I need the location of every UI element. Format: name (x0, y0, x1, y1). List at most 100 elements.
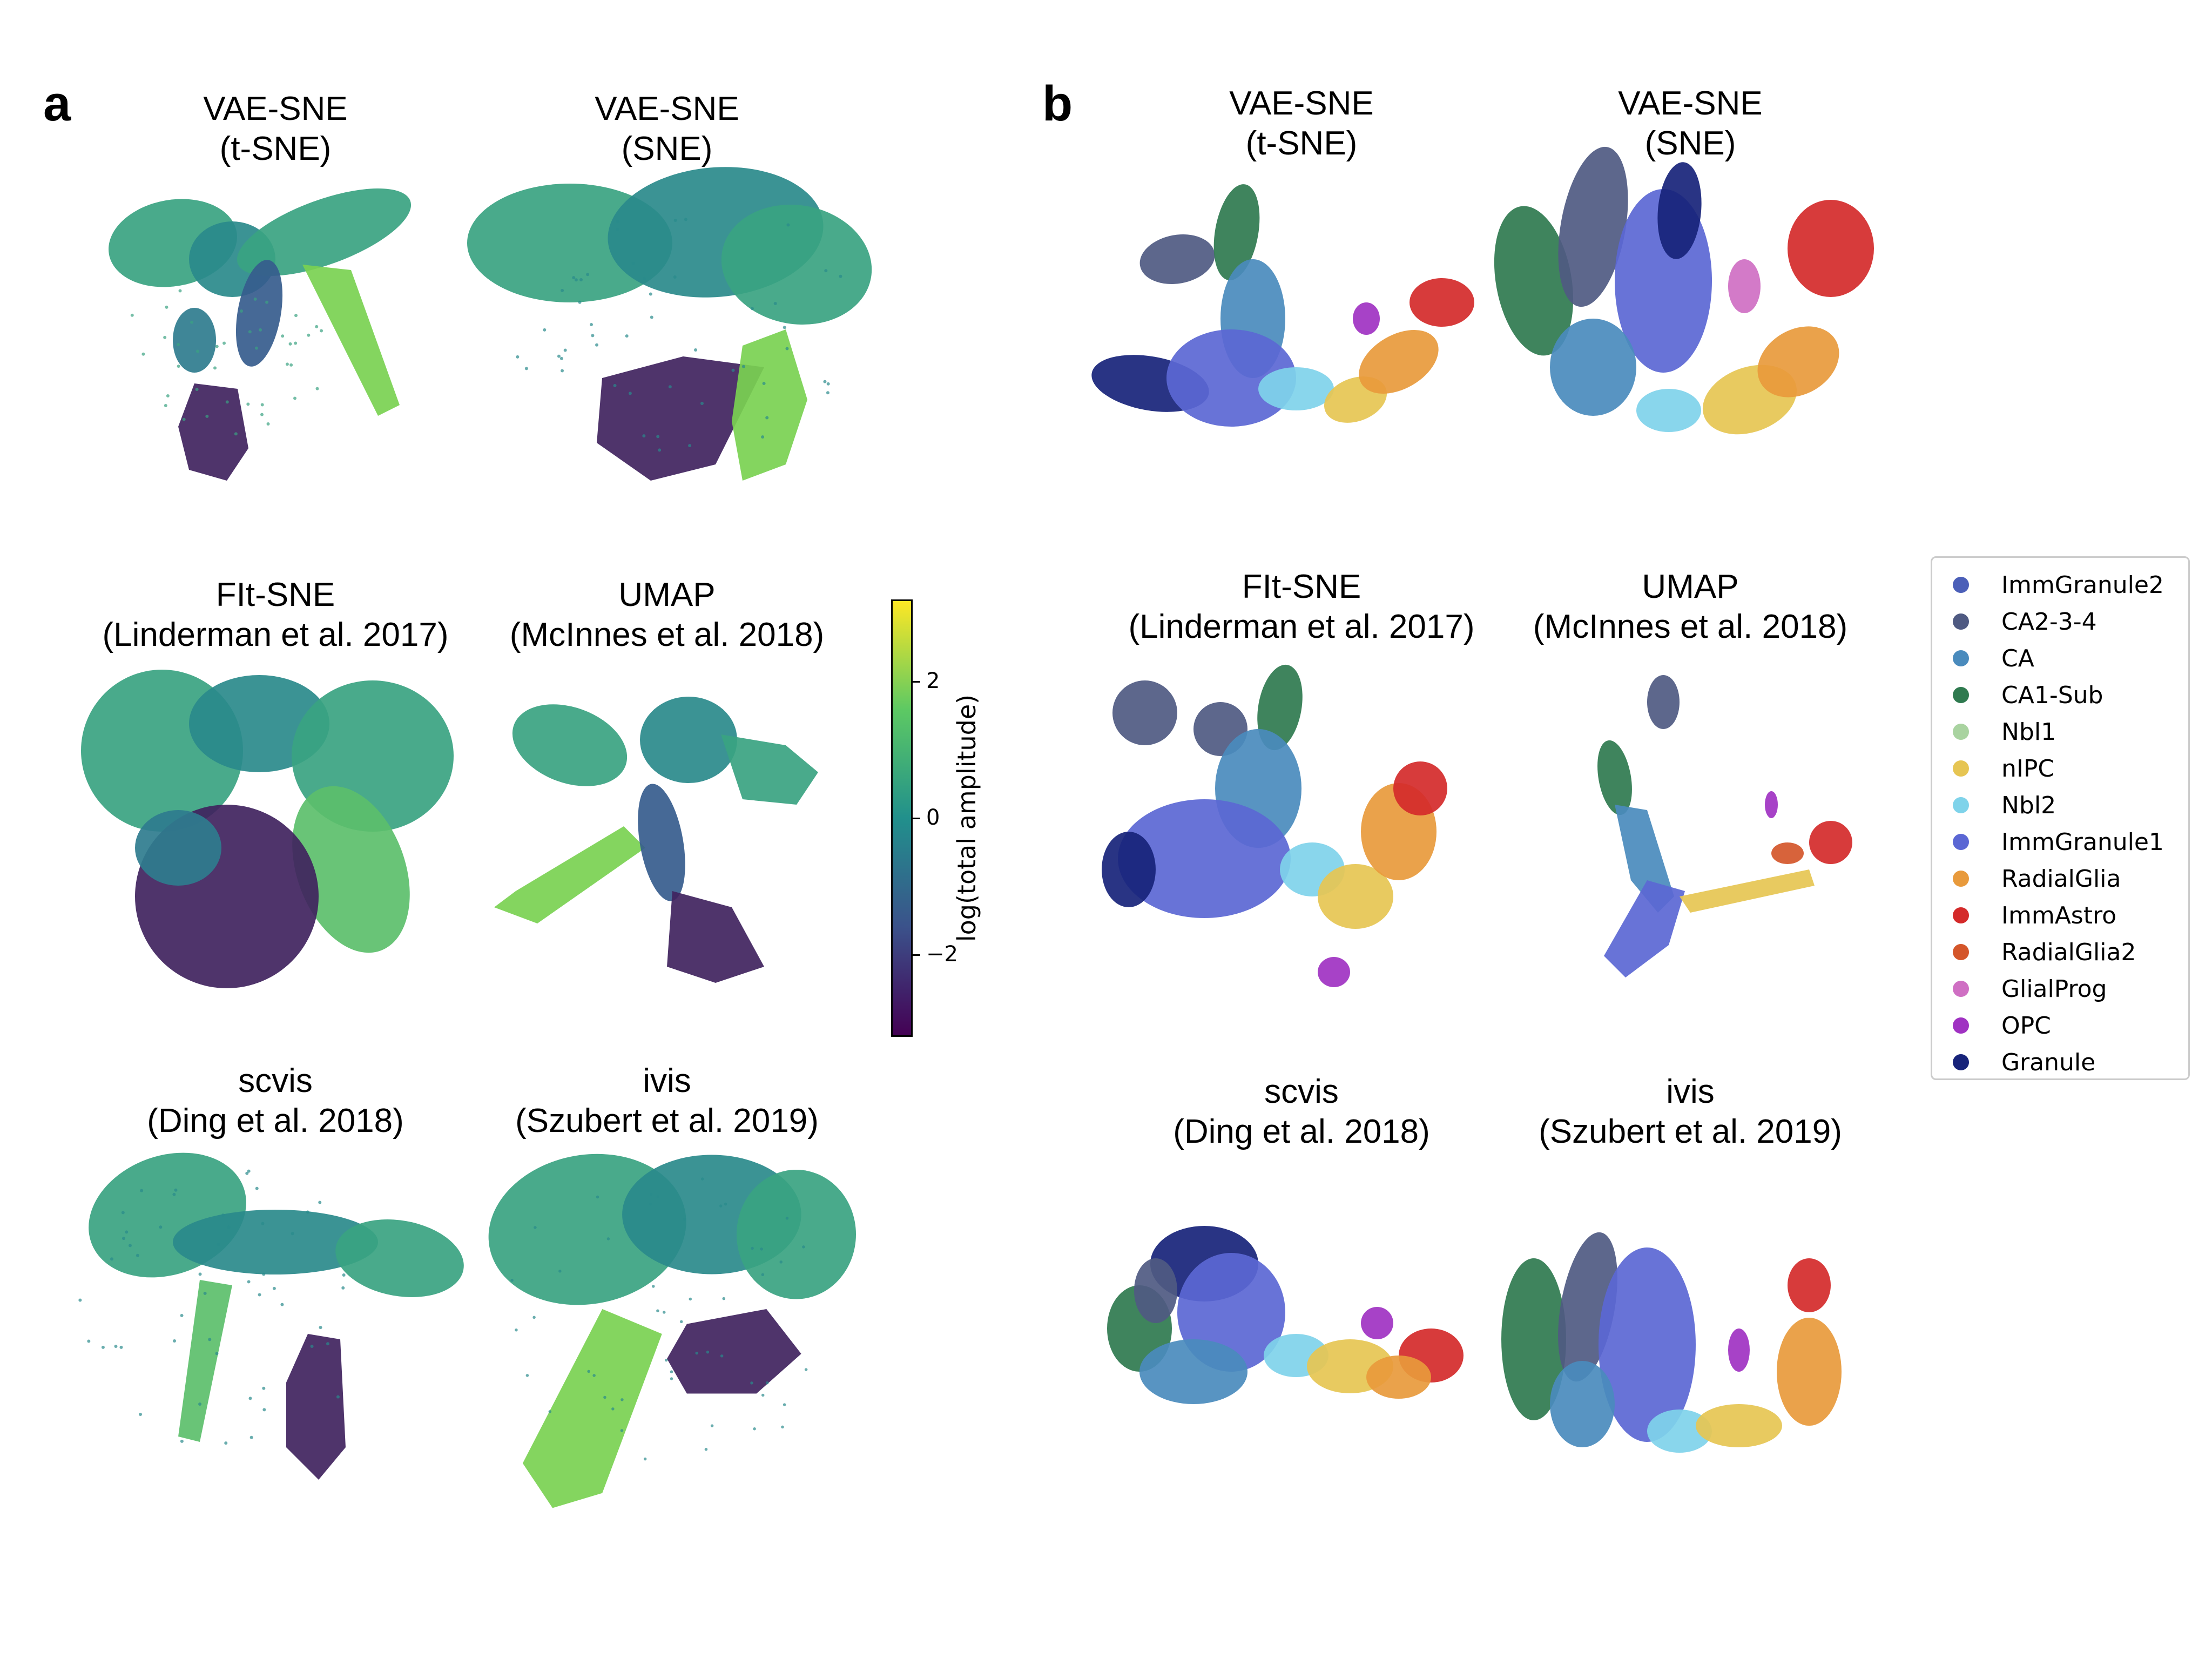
scatter-point (753, 1427, 756, 1431)
scatter-point (720, 1354, 724, 1358)
cluster-points (1647, 1410, 1712, 1453)
scatter-point (557, 354, 561, 358)
scatter-point (572, 276, 576, 280)
a-title-vaesne-tsne: VAE-SNE (t-SNE) (203, 90, 348, 167)
a-plot-umap (462, 664, 872, 1042)
b-title-umap: UMAP (McInnes et al. 2018) (1533, 568, 1848, 645)
cell-type-legend: ImmGranule2 CA2-3-4 CA CA1-Sub Nbl1 nIPC Nbl2 I… (1931, 556, 2190, 1080)
scatter-point (307, 333, 311, 337)
scatter-point (180, 1313, 184, 1317)
scatter-point (684, 218, 687, 221)
scatter-point (119, 1345, 123, 1349)
scatter-point (664, 1358, 668, 1362)
scatter-point (741, 365, 745, 368)
scatter-point (265, 300, 269, 304)
scatter-point (558, 1270, 562, 1273)
colorbar-tick-mark (913, 818, 920, 819)
scatter-point (802, 1245, 805, 1249)
scatter-point (221, 1213, 225, 1217)
scatter-point (510, 1279, 514, 1282)
scatter-point (165, 305, 168, 309)
scatter-point (341, 1286, 345, 1290)
scatter-point (761, 1273, 765, 1277)
legend-item: CA2-3-4 (1945, 603, 2175, 640)
colorbar-tick-label: 2 (926, 668, 940, 693)
scatter-point (826, 391, 830, 395)
scatter-point (804, 1368, 808, 1371)
scatter-point (262, 1272, 266, 1276)
scatter-point (578, 300, 582, 304)
legend-item: Nbl2 (1945, 787, 2175, 824)
scatter-point (224, 1441, 228, 1445)
scatter-point (781, 1425, 784, 1429)
colorbar-tick-label: 0 (926, 805, 940, 830)
legend-marker (1953, 724, 1969, 740)
cluster-points (1166, 329, 1296, 427)
scatter-point (253, 297, 257, 301)
b-plot-fitsne (1096, 653, 1507, 1031)
scatter-point (649, 292, 652, 296)
legend-marker (1953, 687, 1969, 703)
scatter-point (779, 1260, 783, 1264)
scatter-point (198, 1402, 202, 1406)
scatter-point (643, 1457, 647, 1461)
scatter-point (719, 1204, 723, 1208)
scatter-point (643, 276, 646, 280)
scatter-point (294, 314, 298, 318)
scatter-point (213, 366, 217, 370)
cluster-points (1765, 791, 1778, 818)
scatter-point (258, 1293, 261, 1297)
scatter-point (586, 273, 590, 276)
scatter-point (650, 315, 653, 319)
a-title-vaesne-sne: VAE-SNE (SNE) (595, 90, 739, 167)
legend-label: RadialGlia2 (2001, 938, 2136, 966)
legend-marker (1953, 577, 1969, 593)
scatter-point (246, 402, 250, 406)
scatter-point (166, 394, 170, 398)
legend-item: RadialGlia (1945, 860, 2175, 897)
scatter-point (515, 1328, 518, 1332)
cluster-points (1680, 869, 1815, 913)
cluster-points (1728, 1328, 1750, 1372)
scatter-point (662, 1311, 666, 1314)
cluster-points (597, 356, 764, 481)
scatter-point (574, 278, 578, 282)
colorbar-tick-label: −2 (926, 942, 958, 967)
scatter-point (281, 334, 285, 338)
scatter-point (163, 335, 167, 339)
b-plot-umap (1485, 653, 1896, 1031)
scatter-point (217, 1243, 220, 1246)
cluster-points (1410, 278, 1474, 327)
legend-marker (1953, 613, 1969, 630)
scatter-point (291, 1232, 294, 1236)
scatter-point (320, 329, 323, 333)
cluster-points (638, 784, 685, 901)
scatter-point (710, 1424, 714, 1427)
legend-item: OPC (1945, 1007, 2175, 1044)
legend-marker (1953, 834, 1969, 850)
scatter-point (114, 1344, 118, 1348)
scatter-point (260, 403, 264, 407)
cluster-points (1696, 1404, 1782, 1447)
scatter-point (174, 1188, 178, 1192)
scatter-point (679, 1320, 683, 1324)
scatter-point (336, 1395, 340, 1399)
legend-item: GlialProg (1945, 970, 2175, 1007)
scatter-point (198, 1272, 202, 1276)
scatter-point (225, 400, 229, 404)
cluster-points (1102, 832, 1156, 907)
scatter-point (603, 1395, 606, 1399)
scatter-point (628, 392, 632, 395)
scatter-point (245, 1171, 249, 1175)
cluster-points (1257, 664, 1303, 751)
scatter-point (694, 348, 698, 352)
cluster-points (1118, 799, 1291, 918)
cluster-points (721, 734, 818, 805)
legend-marker (1953, 1054, 1969, 1070)
scatter-point (611, 1407, 615, 1411)
a-plot-scvis (70, 1145, 481, 1523)
scatter-point (616, 227, 619, 231)
scatter-point (785, 347, 789, 350)
cluster-points (721, 204, 872, 325)
scatter-point (724, 1202, 727, 1206)
